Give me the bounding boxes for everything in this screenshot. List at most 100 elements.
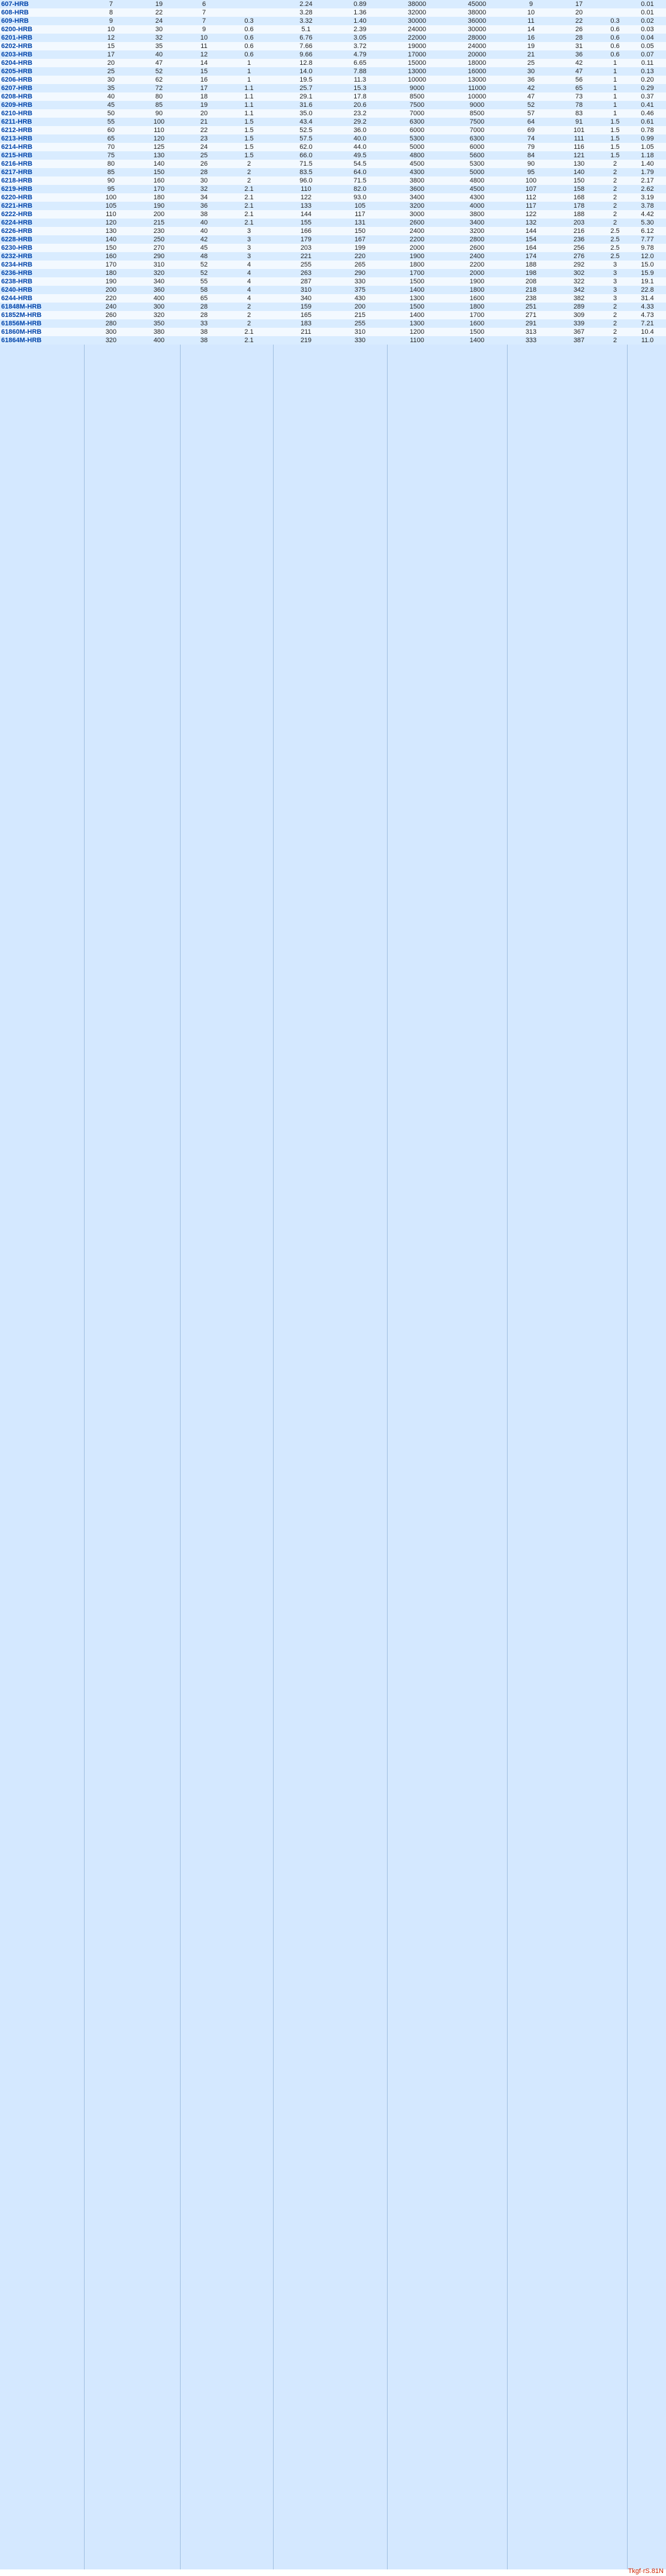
cell-d1: 339 bbox=[573, 320, 585, 327]
cell-d: 40 bbox=[107, 93, 115, 100]
cell-oil: 1500 bbox=[469, 328, 485, 336]
cell-d: 230 bbox=[153, 228, 165, 235]
cell-ra: 1.5 bbox=[610, 152, 620, 159]
cell-oil: 2000 bbox=[469, 270, 485, 277]
cell-r: 3 bbox=[247, 253, 251, 260]
cell-w: 0.46 bbox=[641, 110, 654, 117]
table-row: 6232-HRB 160 290 48 3 221 220 1900 2400 174 276 2.5… bbox=[0, 252, 666, 261]
cell-d1: 31 bbox=[575, 43, 583, 50]
bearing-model: 6232-HRB bbox=[1, 253, 32, 260]
cell-r: 3 bbox=[247, 228, 251, 235]
cell-cor: 2.39 bbox=[353, 26, 367, 33]
cell-d1: 56 bbox=[575, 76, 583, 83]
cell-d: 190 bbox=[105, 278, 117, 285]
cell-d: 320 bbox=[153, 270, 165, 277]
cell-cr: 5.1 bbox=[301, 26, 311, 33]
cell-grease: 4500 bbox=[409, 160, 425, 167]
cell-r: 2.1 bbox=[244, 328, 254, 336]
cell-oil: 1800 bbox=[469, 303, 485, 310]
cell-oil: 5300 bbox=[469, 160, 485, 167]
table-row: 609-HRB 9 24 7 0.3 3.32 1.40 30000 36000 11 22 0.3 0… bbox=[0, 17, 666, 25]
cell-cr: 57.5 bbox=[299, 135, 313, 142]
cell-d1: 333 bbox=[525, 337, 537, 344]
cell-oil: 2800 bbox=[469, 236, 485, 243]
cell-b: 30 bbox=[200, 177, 208, 184]
cell-b: 36 bbox=[200, 202, 208, 210]
cell-ra: 2 bbox=[613, 194, 617, 201]
cell-d1: 132 bbox=[525, 219, 537, 226]
cell-d: 220 bbox=[105, 295, 117, 302]
cell-b: 52 bbox=[200, 261, 208, 268]
cell-d: 150 bbox=[105, 244, 117, 252]
cell-d1: 79 bbox=[527, 143, 535, 151]
cell-d: 300 bbox=[105, 328, 117, 336]
cell-cr: 83.5 bbox=[299, 169, 313, 176]
cell-d1: 122 bbox=[525, 211, 537, 218]
cell-cor: 117 bbox=[355, 211, 365, 218]
cell-grease: 15000 bbox=[407, 59, 427, 67]
cell-d1: 256 bbox=[573, 244, 585, 252]
cell-d: 400 bbox=[153, 337, 165, 344]
cell-d1: 14 bbox=[527, 26, 535, 33]
cell-w: 0.29 bbox=[641, 85, 654, 92]
cell-d: 55 bbox=[107, 118, 115, 125]
cell-w: 3.78 bbox=[641, 202, 654, 210]
table-row: 6216-HRB 80 140 26 2 71.5 54.5 4500 5300 90 130 2 1.… bbox=[0, 160, 666, 168]
cell-w: 0.99 bbox=[641, 135, 654, 142]
bearing-model: 61852M-HRB bbox=[1, 312, 42, 319]
cell-ra: 0.6 bbox=[610, 34, 620, 41]
cell-d: 80 bbox=[155, 93, 163, 100]
table-row: 6244-HRB 220 400 65 4 340 430 1300 1600 238 382 3 31… bbox=[0, 294, 666, 303]
cell-cr: 179 bbox=[300, 236, 312, 243]
cell-d1: 36 bbox=[575, 51, 583, 58]
cell-d: 12 bbox=[107, 34, 115, 41]
cell-d1: 69 bbox=[527, 127, 535, 134]
cell-d: 130 bbox=[153, 152, 165, 159]
cell-ra: 0.6 bbox=[610, 51, 620, 58]
cell-d: 300 bbox=[153, 303, 165, 310]
cell-grease: 8500 bbox=[409, 93, 425, 100]
cell-d1: 218 bbox=[525, 286, 537, 294]
bearing-model: 6210-HRB bbox=[1, 110, 32, 117]
cell-w: 0.13 bbox=[641, 68, 654, 75]
cell-grease: 2600 bbox=[409, 219, 425, 226]
cell-cor: 200 bbox=[354, 303, 366, 310]
cell-grease: 1200 bbox=[409, 328, 425, 336]
cell-d1: 158 bbox=[573, 186, 585, 193]
cell-r: 1.1 bbox=[244, 110, 254, 117]
cell-grease: 1500 bbox=[409, 303, 425, 310]
cell-oil: 36000 bbox=[467, 17, 487, 25]
cell-r: 1.5 bbox=[244, 135, 254, 142]
cell-cor: 36.0 bbox=[353, 127, 367, 134]
cell-cr: 43.4 bbox=[299, 118, 313, 125]
cell-r: 4 bbox=[247, 261, 251, 268]
cell-d1: 57 bbox=[527, 110, 535, 117]
table-row: 61860M-HRB 300 380 38 2.1 211 310 1200 1500 313 36… bbox=[0, 328, 666, 336]
cell-ra: 2 bbox=[613, 337, 617, 344]
cell-ra: 0.6 bbox=[610, 26, 620, 33]
cell-w: 2.62 bbox=[641, 186, 654, 193]
cell-oil: 4800 bbox=[469, 177, 485, 184]
bearing-model: 6208-HRB bbox=[1, 93, 32, 100]
table-row: 6234-HRB 170 310 52 4 255 265 1800 2200 188 292 3 15… bbox=[0, 261, 666, 269]
cell-r: 0.6 bbox=[244, 51, 254, 58]
table-row: 607-HRB 7 19 6 2.24 0.89 38000 45000 9 17 0.01 bbox=[0, 0, 666, 8]
cell-w: 0.05 bbox=[641, 43, 654, 50]
cell-cor: 7.88 bbox=[353, 68, 367, 75]
bearing-model: 607-HRB bbox=[1, 1, 29, 8]
cell-b: 14 bbox=[200, 59, 208, 67]
cell-d: 120 bbox=[153, 135, 165, 142]
cell-ra: 0.3 bbox=[610, 17, 620, 25]
cell-r: 1.5 bbox=[244, 127, 254, 134]
cell-grease: 22000 bbox=[407, 34, 427, 41]
cell-d1: 22 bbox=[575, 17, 583, 25]
cell-w: 7.21 bbox=[641, 320, 654, 327]
cell-oil: 3800 bbox=[469, 211, 485, 218]
cell-w: 9.78 bbox=[641, 244, 654, 252]
bearing-model: 6222-HRB bbox=[1, 211, 32, 218]
cell-grease: 1900 bbox=[409, 253, 425, 260]
cell-r bbox=[228, 0, 270, 8]
cell-r: 1.5 bbox=[244, 143, 254, 151]
cell-d1: 9 bbox=[529, 1, 533, 8]
cell-cor: 290 bbox=[354, 270, 366, 277]
